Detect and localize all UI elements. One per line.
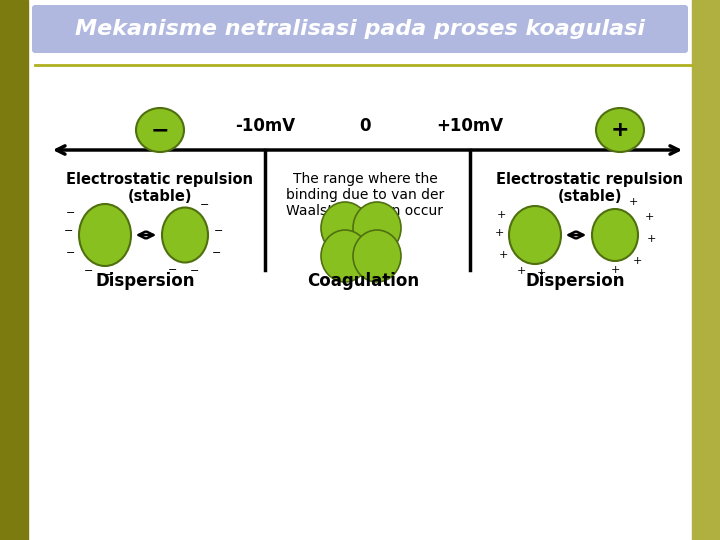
Text: −: − — [200, 200, 210, 210]
Bar — [0, 0, 28, 540]
Text: +: + — [644, 212, 654, 222]
Text: +: + — [632, 256, 642, 266]
Text: Coagulation: Coagulation — [307, 272, 419, 290]
Text: Mekanisme netralisasi pada proses koagulasi: Mekanisme netralisasi pada proses koagul… — [75, 19, 645, 39]
Text: Dispersion: Dispersion — [95, 272, 194, 290]
Text: −: − — [66, 208, 76, 218]
Ellipse shape — [509, 206, 561, 264]
Text: −: − — [104, 270, 114, 280]
Text: −: − — [212, 248, 222, 258]
Text: +: + — [611, 120, 629, 140]
Text: +10mV: +10mV — [436, 117, 503, 135]
Text: The range where the
binding due to van der
Waals’ force can occur: The range where the binding due to van d… — [286, 172, 444, 218]
Text: +: + — [495, 228, 504, 238]
Text: 0: 0 — [359, 117, 371, 135]
Text: −: − — [190, 266, 199, 276]
Ellipse shape — [136, 108, 184, 152]
Ellipse shape — [321, 230, 369, 282]
Text: −: − — [215, 226, 224, 236]
Text: +: + — [498, 250, 508, 260]
Text: −: − — [150, 120, 169, 140]
Text: −: − — [66, 248, 76, 258]
Text: +: + — [629, 197, 638, 207]
Text: +: + — [516, 266, 526, 276]
Ellipse shape — [596, 108, 644, 152]
Ellipse shape — [592, 209, 638, 261]
Ellipse shape — [353, 230, 401, 282]
Text: Electrostatic repulsion
(stable): Electrostatic repulsion (stable) — [497, 172, 683, 205]
Text: Electrostatic repulsion
(stable): Electrostatic repulsion (stable) — [66, 172, 253, 205]
Text: -10mV: -10mV — [235, 117, 295, 135]
Text: +: + — [536, 268, 546, 278]
Ellipse shape — [353, 202, 401, 254]
Text: Dispersion: Dispersion — [526, 272, 625, 290]
Ellipse shape — [162, 207, 208, 262]
Text: −: − — [84, 266, 94, 276]
Bar — [692, 0, 720, 540]
Ellipse shape — [79, 204, 131, 266]
Text: +: + — [611, 265, 620, 275]
Ellipse shape — [321, 202, 369, 254]
FancyBboxPatch shape — [32, 5, 688, 53]
Text: −: − — [64, 226, 73, 236]
Text: +: + — [647, 234, 656, 244]
Text: +: + — [496, 210, 505, 220]
Text: −: − — [168, 265, 178, 275]
